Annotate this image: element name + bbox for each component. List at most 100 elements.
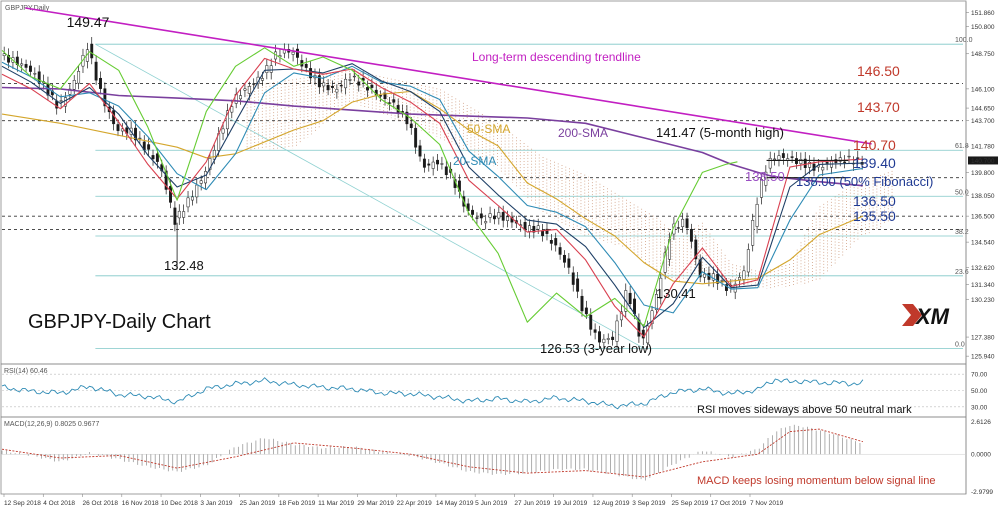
- candle-body: [59, 100, 63, 102]
- candle-body: [689, 228, 693, 242]
- candle-body: [808, 162, 812, 168]
- candle-body: [195, 184, 199, 198]
- candle-body: [733, 283, 737, 293]
- fib-level-label: 38.2: [955, 229, 969, 236]
- series-line-50-sma: [1, 90, 864, 285]
- x-tick-label: 12 Sep 2018: [4, 500, 41, 507]
- fib-level-label: 0.0: [955, 341, 965, 348]
- candle-body: [856, 157, 860, 159]
- watermark-title: GBPJPY-Daily Chart: [28, 311, 211, 333]
- macd-tick-label: 0.0000: [971, 452, 991, 459]
- candle-body: [646, 325, 650, 344]
- xm-logo-mark: [902, 304, 922, 326]
- annotation-label: 200-SMA: [558, 126, 608, 140]
- candle-body: [155, 153, 159, 162]
- candle-body: [528, 225, 531, 232]
- candle-body: [387, 102, 391, 104]
- y-tick-label: 151.860: [971, 10, 995, 17]
- price-label: 135.50: [853, 208, 896, 224]
- candle-body: [602, 338, 606, 343]
- candle-body: [151, 155, 155, 160]
- candle-body: [177, 210, 181, 219]
- candle-body: [414, 127, 418, 148]
- candle-body: [204, 171, 207, 184]
- candle-body: [265, 65, 269, 73]
- candle-body: [654, 294, 658, 311]
- candle-body: [357, 81, 361, 86]
- candle-body: [567, 258, 571, 268]
- candle-body: [138, 137, 142, 140]
- candle-body: [563, 254, 566, 263]
- x-tick-label: 3 Sep 2019: [632, 500, 666, 507]
- x-tick-label: 29 Mar 2019: [357, 500, 394, 507]
- x-tick-label: 18 Feb 2019: [279, 500, 316, 507]
- candle-body: [777, 155, 781, 160]
- price-label: 136.50: [853, 193, 896, 209]
- candle-body: [444, 166, 448, 176]
- candle-body: [580, 295, 584, 312]
- series-line-10-sma: [1, 63, 863, 329]
- candle-body: [773, 158, 777, 161]
- rsi-tick-label: 30.00: [971, 404, 988, 411]
- y-tick-label: 143.700: [971, 118, 995, 125]
- candle-body: [558, 247, 562, 255]
- candle-body: [593, 329, 597, 333]
- candle-body: [260, 78, 264, 81]
- candle-body: [619, 311, 623, 321]
- candle-body: [440, 163, 444, 165]
- y-tick-label: 148.750: [971, 51, 995, 58]
- x-tick-label: 26 Oct 2018: [83, 500, 119, 507]
- candle-body: [825, 162, 829, 164]
- candle-body: [436, 159, 439, 165]
- candle-body: [326, 84, 330, 91]
- candle-body: [304, 64, 308, 68]
- price-label: 141.47 (5-month high): [656, 125, 784, 140]
- candle-body: [760, 179, 763, 198]
- candle-body: [571, 272, 575, 285]
- candle-body: [431, 161, 435, 169]
- fib-level-label: 50.0: [955, 189, 969, 196]
- candle-body: [694, 239, 698, 260]
- candle-body: [322, 82, 326, 87]
- x-tick-label: 17 Oct 2019: [711, 500, 747, 507]
- price-label: 143.70: [857, 99, 900, 115]
- candle-body: [186, 197, 190, 208]
- candle-body: [339, 85, 343, 87]
- price-label: 140.70: [853, 137, 896, 153]
- x-tick-label: 16 Nov 2018: [122, 500, 159, 507]
- candle-body: [698, 259, 702, 278]
- candle-body: [33, 73, 37, 75]
- y-tick-label: 139.800: [971, 170, 995, 177]
- candle-body: [847, 155, 851, 158]
- candle-body: [116, 124, 120, 131]
- candle-body: [685, 218, 689, 228]
- candle-body: [335, 89, 339, 93]
- y-tick-label: 141.780: [971, 144, 995, 151]
- candle-body: [703, 273, 707, 278]
- candle-body: [633, 298, 636, 314]
- y-tick-label: 138.050: [971, 193, 995, 200]
- candle-body: [269, 65, 273, 73]
- x-tick-label: 5 Jun 2019: [475, 500, 508, 507]
- candle-body: [659, 277, 663, 299]
- candle-body: [317, 75, 321, 88]
- macd-tick-label: -2.9799: [971, 489, 993, 496]
- candle-body: [225, 110, 229, 130]
- x-tick-label: 25 Sep 2019: [671, 500, 708, 507]
- candle-body: [331, 85, 334, 88]
- y-tick-label: 125.940: [971, 354, 995, 361]
- annotation-label: 50-SMA: [467, 122, 510, 136]
- current-price-label: 140.700: [971, 158, 995, 165]
- candle-body: [409, 123, 413, 128]
- candle-body: [589, 314, 593, 330]
- candle-body: [103, 88, 107, 107]
- x-tick-label: 10 Dec 2018: [161, 500, 198, 507]
- candle-body: [29, 65, 32, 72]
- candle-body: [742, 270, 746, 280]
- x-tick-label: 3 Jan 2019: [200, 500, 233, 507]
- candle-body: [173, 207, 177, 225]
- candle-body: [252, 83, 256, 85]
- x-tick-label: 7 Nov 2019: [750, 500, 784, 507]
- price-label: 126.53 (3-year low): [540, 341, 652, 356]
